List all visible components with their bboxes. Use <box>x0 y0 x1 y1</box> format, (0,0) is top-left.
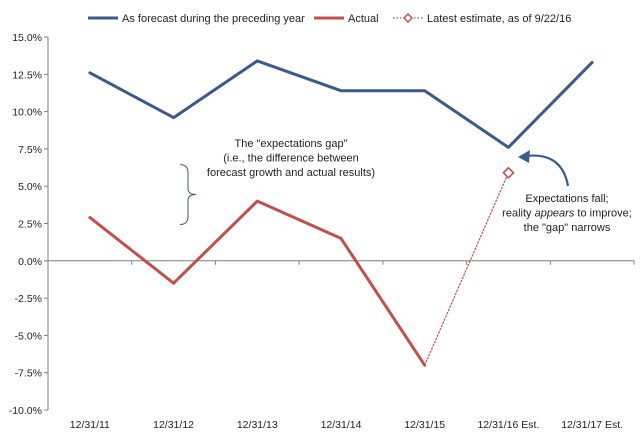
fall-annotation-line: Expectations fall; <box>525 193 608 205</box>
x-axis: 12/31/11 12/31/12 12/31/13 12/31/14 12/31/15… <box>47 260 635 431</box>
y-tick-label: 2.5% <box>18 219 42 231</box>
series-layer <box>88 59 594 367</box>
fall-annotation-segment: appears <box>535 208 575 220</box>
y-tick-label: 10.0% <box>12 107 42 119</box>
x-tick-label: 12/31/13 <box>237 419 278 431</box>
y-tick-label: -10.0% <box>9 405 42 417</box>
gap-annotation-line: forecast growth and actual results) <box>207 167 375 179</box>
series-point-diamond <box>502 166 515 179</box>
y-tick-label: 15.0% <box>12 32 42 44</box>
y-tick-label: 0.0% <box>18 256 42 268</box>
y-tick-label: 5.0% <box>18 181 42 193</box>
legend-label: Latest estimate, as of 9/22/16 <box>427 13 571 25</box>
legend-label: As forecast during the preceding year <box>122 13 305 25</box>
fall-annotation-segment: Expectations fall; <box>525 193 608 205</box>
legend-swatch-diamond <box>402 12 414 24</box>
y-tick-label: 7.5% <box>18 144 42 156</box>
fall-annotation-line: reality appears to improve; <box>502 208 632 220</box>
x-tick-label: 12/31/12 <box>153 419 194 431</box>
gap-annotation-line: (i.e., the difference between <box>223 153 359 165</box>
x-tick-label: 12/31/16 Est. <box>477 419 539 431</box>
y-axis: 15.0% 12.5% 10.0% 7.5% 5.0% 2.5% 0.0% -2.5% -5.0… <box>9 32 49 417</box>
fall-annotation-segment: reality <box>502 208 534 220</box>
x-tick-label: 12/31/15 <box>404 419 445 431</box>
y-tick-label: -7.5% <box>15 368 42 380</box>
fall-annotation-line: the "gap" narrows <box>524 222 611 234</box>
series-line-3 <box>424 172 509 366</box>
y-tick-label: 12.5% <box>12 69 42 81</box>
x-tick-label: 12/31/11 <box>70 419 110 431</box>
fall-arrow-head <box>518 150 530 163</box>
gap-brace <box>179 164 197 226</box>
legend: As forecast during the preceding year Act… <box>88 12 571 25</box>
x-tick-label: 12/31/14 <box>321 419 362 431</box>
x-tick-label: 12/31/17 Est. <box>561 419 623 431</box>
fall-arrow <box>525 154 570 187</box>
series-line-1 <box>88 59 594 149</box>
y-tick-label: -5.0% <box>15 330 42 342</box>
gap-annotation-line: The "expectations gap" <box>235 138 348 150</box>
fall-annotation-segment: the "gap" narrows <box>524 222 611 234</box>
legend-label: Actual <box>348 13 379 25</box>
annotation-layer: The "expectations gap" (i.e., the differe… <box>179 138 632 234</box>
y-tick-label: -2.5% <box>15 293 42 305</box>
fall-annotation-segment: to improve; <box>574 208 631 220</box>
series-line-2 <box>88 199 427 367</box>
